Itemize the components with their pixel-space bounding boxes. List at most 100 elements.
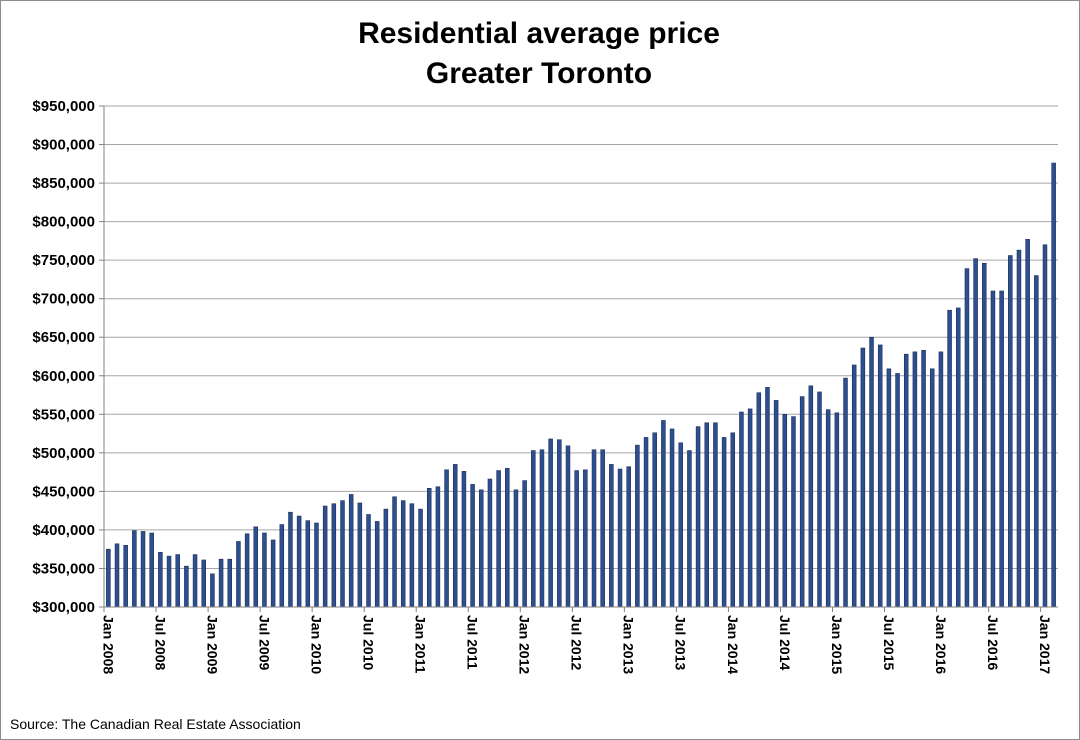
bar	[747, 408, 753, 608]
bar	[799, 396, 805, 608]
bar	[496, 470, 501, 608]
bar	[158, 551, 163, 608]
bar	[288, 511, 293, 608]
bar	[192, 554, 198, 608]
x-tick-label: Jan 2009	[204, 615, 220, 674]
bar	[938, 351, 944, 608]
bar	[279, 524, 285, 608]
bar	[557, 439, 562, 608]
x-tick-label: Jul 2013	[673, 615, 689, 670]
bar	[479, 489, 484, 608]
bar	[964, 268, 970, 608]
bar	[713, 422, 718, 608]
x-tick-label: Jul 2008	[152, 615, 168, 670]
bar	[331, 503, 337, 608]
bar	[452, 464, 458, 608]
source-note: Source: The Canadian Real Estate Associa…	[10, 716, 301, 732]
bars	[106, 162, 1056, 608]
bar	[1008, 255, 1013, 608]
bar	[765, 387, 770, 608]
x-tick-label: Jan 2013	[621, 615, 637, 674]
bar	[1016, 249, 1022, 608]
bar	[921, 350, 926, 608]
axes	[103, 106, 1058, 608]
bar	[860, 347, 866, 608]
bar	[392, 496, 397, 608]
bar	[956, 307, 961, 608]
bar	[591, 449, 597, 608]
bar	[262, 532, 267, 608]
x-tick-labels: Jan 2008 Jul 2008 Jan 2009 Jul 2009 Jan 2010…	[100, 607, 1053, 674]
y-tick-label: $800,000	[32, 214, 95, 231]
bar	[149, 532, 154, 608]
x-tick-label: Jul 2009	[256, 615, 272, 670]
bar	[678, 442, 683, 608]
x-tick-label: Jul 2010	[361, 615, 377, 670]
bar	[175, 554, 180, 608]
y-tick-labels: $300,000 $350,000 $400,000 $450,000 $500,000…	[32, 98, 95, 616]
bar	[600, 449, 605, 608]
bar	[366, 514, 371, 608]
bar	[548, 438, 553, 608]
bar	[513, 489, 519, 608]
bar	[947, 309, 952, 608]
y-tick-label: $900,000	[32, 137, 95, 154]
x-tick-label: Jul 2015	[881, 615, 897, 670]
y-tick-label: $750,000	[32, 252, 95, 269]
y-tick-label: $550,000	[32, 406, 95, 423]
bar	[435, 486, 441, 608]
bar	[773, 400, 779, 608]
chart-subtitle: Greater Toronto	[425, 57, 653, 90]
bar	[539, 449, 545, 608]
bar	[505, 467, 510, 608]
bar	[461, 471, 467, 608]
y-tick-label: $350,000	[32, 560, 95, 577]
y-tick-label: $650,000	[32, 329, 95, 346]
bar	[210, 573, 215, 608]
y-tick-label: $600,000	[32, 368, 95, 385]
bar	[730, 432, 736, 608]
x-tick-label: Jul 2014	[777, 615, 793, 670]
bar	[296, 515, 302, 608]
bar	[843, 377, 848, 608]
x-tick-label: Jul 2011	[465, 615, 481, 670]
bar	[1034, 275, 1039, 608]
bar	[470, 484, 475, 608]
bar	[834, 412, 840, 608]
bar	[227, 558, 233, 608]
bar	[1025, 239, 1030, 608]
bar	[236, 541, 241, 608]
bar	[583, 469, 588, 608]
bar	[123, 545, 128, 608]
bar	[114, 543, 120, 608]
bar	[912, 351, 918, 608]
bar	[418, 508, 423, 608]
bar	[400, 500, 406, 608]
bar	[444, 469, 449, 608]
bar	[348, 494, 354, 608]
x-tick-label: Jul 2012	[569, 615, 585, 670]
bar	[305, 520, 311, 608]
bar	[357, 502, 363, 608]
bar	[184, 565, 189, 608]
bar	[106, 548, 111, 608]
bar	[383, 508, 389, 608]
bar	[314, 522, 319, 608]
bar	[565, 445, 571, 608]
x-tick-label: Jul 2016	[985, 615, 1001, 670]
bar	[426, 487, 432, 608]
y-tick-label: $700,000	[32, 291, 95, 308]
bar	[687, 450, 692, 608]
bar	[851, 364, 857, 608]
bar	[218, 558, 224, 608]
bar	[990, 290, 996, 608]
y-tick-label: $850,000	[32, 175, 95, 192]
bar	[782, 414, 788, 608]
y-tick-label: $450,000	[32, 483, 95, 500]
x-tick-label: Jan 2012	[517, 615, 533, 674]
x-tick-label: Jan 2015	[829, 615, 845, 674]
bar	[635, 444, 640, 608]
bar	[704, 422, 709, 608]
